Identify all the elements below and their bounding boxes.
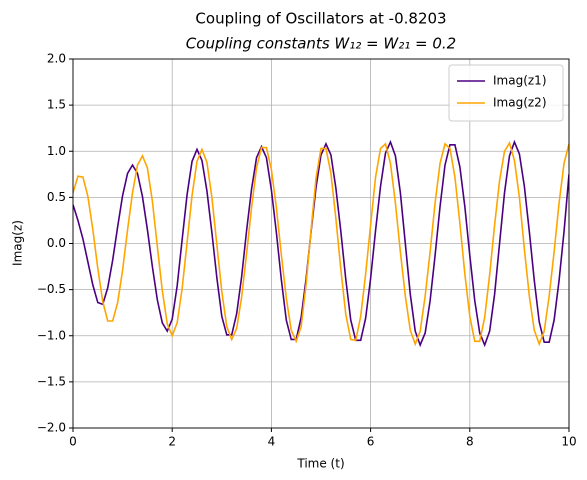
chart-title: Coupling of Oscillators at -0.8203 (195, 10, 446, 28)
y-tick-label: −0.5 (37, 282, 66, 296)
x-tick-label: 4 (268, 435, 276, 449)
x-tick-label: 8 (466, 435, 474, 449)
y-tick-label: −2.0 (37, 421, 66, 435)
y-tick-label: 1.0 (47, 144, 66, 158)
y-tick-label: −1.5 (37, 374, 66, 388)
x-tick-label: 10 (561, 435, 576, 449)
chart-subtitle: Coupling constants W₁₂ = W₂₁ = 0.2 (186, 35, 456, 53)
legend-label: Imag(z1) (493, 74, 547, 88)
x-tick-label: 6 (367, 435, 375, 449)
y-tick-label: 0.0 (47, 236, 66, 250)
plot-frame (72, 58, 570, 429)
series-line (73, 139, 569, 348)
x-tick-label: 2 (168, 435, 176, 449)
x-axis-label: Time (t) (296, 457, 344, 471)
legend-label: Imag(z2) (493, 96, 547, 110)
y-tick-label: 1.5 (47, 98, 66, 112)
y-tick-label: 0.5 (47, 190, 66, 204)
y-tick-label: −1.0 (37, 328, 66, 342)
x-tick-label: 0 (69, 435, 77, 449)
y-tick-label: 2.0 (47, 52, 66, 66)
series-line (73, 140, 569, 347)
legend-box (448, 64, 564, 122)
y-axis-label: Imag(z) (11, 220, 25, 266)
